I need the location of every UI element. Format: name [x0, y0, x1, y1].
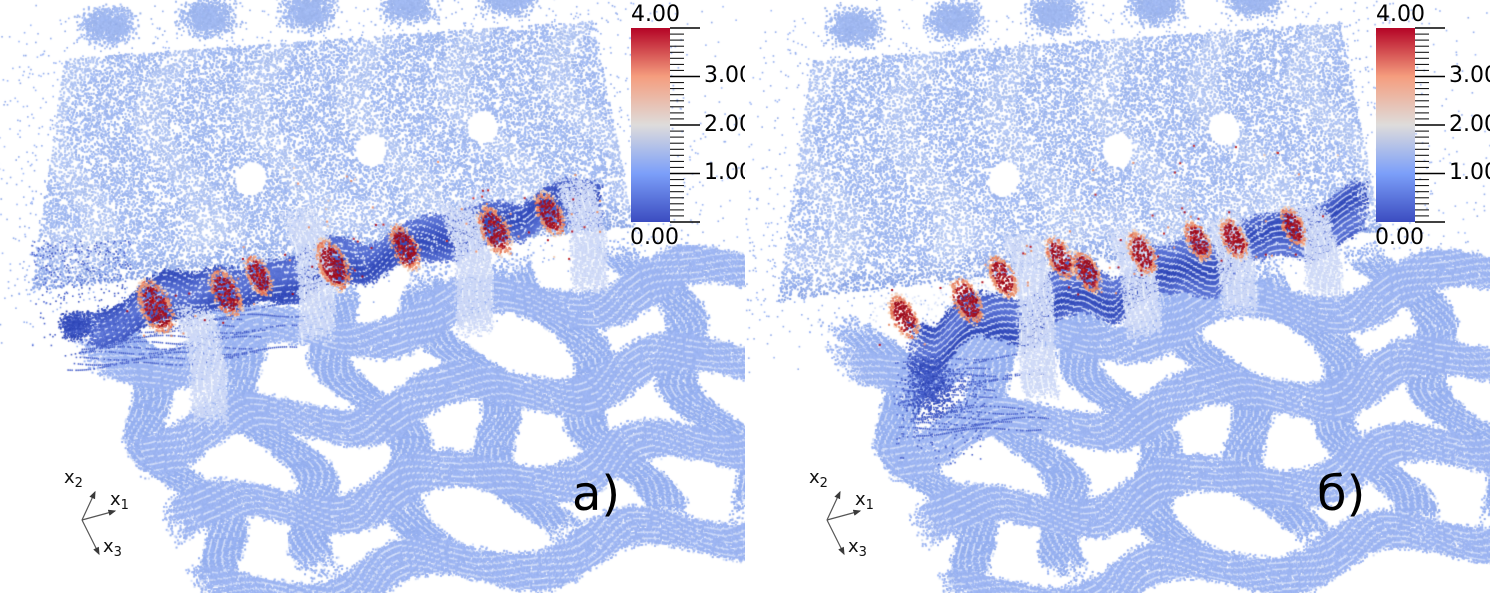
axis-arrow-x1	[826, 509, 862, 521]
colorbar-ticks	[1415, 27, 1445, 223]
axis-triad	[826, 490, 862, 556]
axis-triad	[81, 490, 117, 556]
colorbar-gradient	[1376, 28, 1415, 222]
colorbar-tick-label-1: 1.00	[704, 160, 753, 185]
colorbar-min-label: 0.00	[630, 225, 679, 250]
colorbar-tick-label-2: 2.00	[704, 112, 753, 137]
colorbar-min-label: 0.00	[1375, 225, 1424, 250]
axis-arrow-x2	[81, 490, 96, 521]
colorbar-ticks	[670, 27, 700, 223]
axis-label-x2: x2	[64, 467, 83, 491]
colorbar-tick-label-2: 2.00	[1449, 112, 1490, 137]
axis-label-x3: x3	[848, 536, 867, 560]
colorbar-max-label: 4.00	[631, 2, 680, 27]
colorbar-tick-label-1: 1.00	[1449, 160, 1490, 185]
panel-label-b: б)	[1317, 466, 1366, 522]
axis-arrow-x3	[81, 519, 100, 556]
axis-label-x3: x3	[103, 536, 122, 560]
panel-label-a: а)	[572, 466, 621, 522]
axis-arrow-x3	[826, 519, 845, 556]
panel-a: 4.00 3.00 2.00 1.00 0.00 x2 x1 x3 а)	[0, 0, 753, 593]
colorbar-tick-label-3: 3.00	[1449, 63, 1490, 88]
colorbar-gradient	[631, 28, 670, 222]
axis-label-x1: x1	[855, 489, 874, 513]
axis-arrow-x1	[81, 509, 117, 521]
axis-arrow-x2	[826, 490, 841, 521]
axis-label-x2: x2	[809, 467, 828, 491]
point-cloud-canvas-a	[0, 0, 745, 593]
colorbar-a: 4.00 3.00 2.00 1.00 0.00	[628, 2, 753, 258]
colorbar-tick-label-3: 3.00	[704, 63, 753, 88]
axis-label-x1: x1	[110, 489, 129, 513]
colorbar-b: 4.00 3.00 2.00 1.00 0.00	[1373, 2, 1490, 258]
panel-b: 4.00 3.00 2.00 1.00 0.00 x2 x1 x3 б)	[745, 0, 1490, 593]
point-cloud-canvas-b	[745, 0, 1490, 593]
colorbar-max-label: 4.00	[1376, 2, 1425, 27]
